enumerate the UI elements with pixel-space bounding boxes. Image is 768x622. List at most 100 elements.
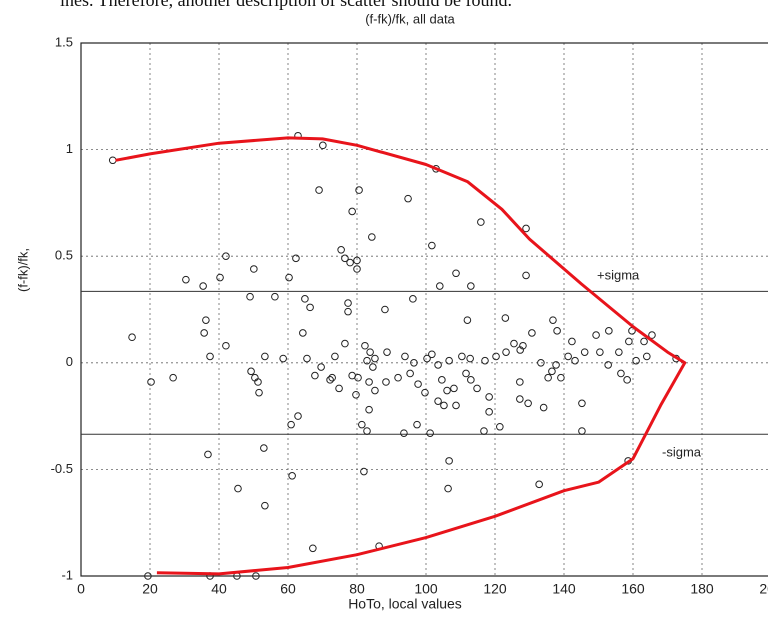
page-text: ines. Therefore, another description of … (60, 0, 512, 10)
x-tick-label: 200 (759, 581, 768, 597)
x-tick-label: 0 (77, 581, 85, 597)
point (604, 361, 612, 369)
point (341, 254, 349, 263)
point (246, 292, 254, 301)
point (406, 369, 414, 378)
point (443, 386, 451, 395)
point (202, 316, 210, 324)
point (516, 395, 524, 403)
point (501, 314, 510, 322)
point (578, 399, 586, 408)
point (510, 339, 518, 348)
point (200, 329, 208, 337)
point (292, 254, 300, 263)
point (348, 207, 356, 216)
point (421, 388, 429, 397)
point (365, 378, 373, 386)
x-tick-label: 100 (414, 581, 438, 597)
point (358, 420, 366, 429)
point (285, 273, 293, 282)
point (147, 378, 155, 386)
point (445, 457, 453, 465)
point (578, 427, 586, 435)
point (199, 282, 207, 290)
point (428, 241, 436, 250)
point (480, 427, 488, 435)
point (409, 295, 417, 303)
point (477, 218, 485, 226)
x-tick-label: 120 (483, 581, 507, 597)
point (496, 422, 504, 431)
point (317, 363, 325, 371)
point (354, 373, 362, 382)
point (331, 352, 339, 361)
point (438, 376, 446, 384)
point (255, 388, 263, 397)
point (301, 295, 309, 303)
point (444, 484, 452, 493)
point (466, 354, 474, 363)
y-tick-label: 0 (66, 354, 73, 369)
point (311, 371, 319, 380)
point (516, 378, 524, 386)
point (299, 329, 307, 337)
point (632, 356, 640, 365)
point (537, 359, 545, 367)
point (522, 271, 530, 280)
point (344, 307, 352, 316)
point (261, 352, 269, 361)
point (128, 333, 136, 342)
point (369, 363, 377, 371)
sigma-label: +sigma (597, 267, 640, 282)
point (271, 292, 279, 301)
point (335, 384, 343, 393)
chart-title: (f-fk)/fk, all data (365, 11, 455, 26)
point (381, 305, 389, 314)
point (524, 399, 532, 408)
point (360, 467, 368, 476)
point (445, 356, 453, 365)
point (108, 156, 117, 165)
point (535, 480, 543, 489)
point (553, 327, 561, 335)
point (428, 350, 436, 359)
point (250, 265, 258, 273)
point (596, 348, 604, 356)
point (571, 356, 579, 365)
point (346, 258, 354, 267)
point (288, 471, 296, 480)
point (306, 303, 314, 312)
point (254, 378, 262, 386)
x-tick-label: 40 (211, 581, 227, 597)
point (353, 265, 361, 273)
point (382, 378, 390, 386)
x-tick-label: 20 (142, 581, 158, 597)
point (410, 359, 418, 367)
point (344, 299, 352, 307)
point (294, 412, 302, 420)
plot-frame (80, 42, 768, 577)
point (260, 444, 268, 452)
point (353, 256, 361, 265)
point (413, 420, 421, 429)
point (485, 408, 493, 416)
point (648, 331, 656, 339)
point (625, 337, 633, 346)
point (522, 224, 530, 233)
point (643, 352, 651, 361)
y-axis-label: (f-fk)/fk, (15, 248, 30, 292)
point (467, 282, 475, 290)
point (365, 405, 373, 414)
sigma-label: -sigma (662, 444, 702, 459)
point (287, 420, 295, 429)
point (383, 348, 391, 356)
point (463, 316, 472, 324)
point (592, 331, 600, 339)
point (605, 327, 613, 335)
point (473, 384, 481, 393)
point (539, 403, 548, 412)
point (564, 352, 572, 361)
point (206, 352, 214, 361)
point (528, 329, 536, 337)
x-tick-label: 140 (552, 581, 576, 597)
